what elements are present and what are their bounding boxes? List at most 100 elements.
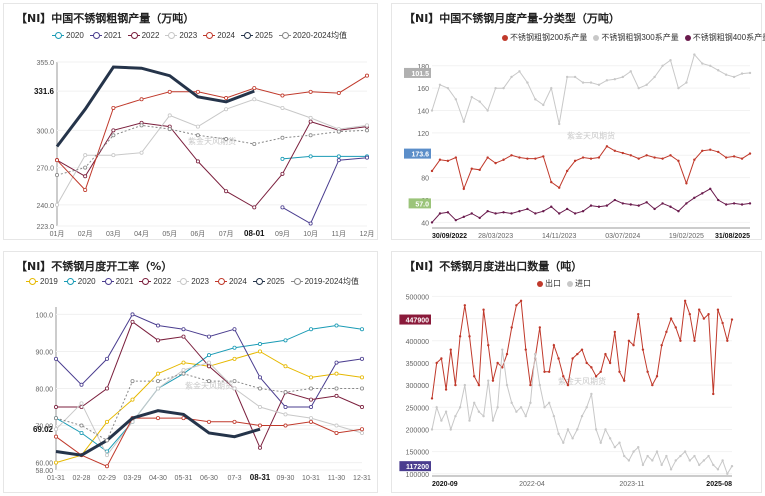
data-point <box>526 207 529 211</box>
watermark: 紫金天风期货 <box>185 381 233 391</box>
legend-item-series[interactable]: 进口 <box>567 278 591 289</box>
data-point <box>336 154 341 159</box>
legend-swatch <box>502 34 508 41</box>
data-point <box>462 120 465 123</box>
data-point <box>538 383 542 387</box>
data-point <box>105 438 110 443</box>
y-tick-label: 180 <box>417 64 429 71</box>
line-chart: 100000 150000 200000 250000 300000 350000 4000… <box>399 294 734 488</box>
data-point <box>280 171 285 176</box>
data-point <box>730 318 734 321</box>
data-point <box>748 152 752 155</box>
data-point <box>688 459 692 462</box>
legend-item-series[interactable]: 出口 <box>537 278 561 289</box>
data-point <box>111 105 116 110</box>
value-tag-label: 447900 <box>406 318 429 325</box>
legend-label: 2020-2024均值 <box>292 31 348 40</box>
data-point <box>181 367 186 372</box>
legend-swatch <box>89 31 102 40</box>
legend-item-2020[interactable]: 2020 <box>52 31 84 40</box>
legend-item-2019[interactable]: 2019 <box>26 277 58 286</box>
legend-item-400[interactable]: 不锈钢粗钢400系产量 <box>684 32 765 43</box>
data-point <box>334 371 339 376</box>
data-point <box>444 410 448 413</box>
highlight-x-label: 08-31 <box>250 473 271 482</box>
data-point <box>597 205 601 208</box>
data-point <box>543 370 546 374</box>
legend-item-2020[interactable]: 2020 <box>63 277 96 286</box>
data-point <box>257 386 262 391</box>
data-point <box>257 423 262 428</box>
data-point <box>716 468 720 471</box>
series-line-series <box>431 349 733 475</box>
legend-swatch <box>290 277 303 286</box>
x-tick-label: 01-31 <box>47 475 65 482</box>
x-tick-label: 09月 <box>275 230 290 238</box>
data-point <box>308 405 313 410</box>
legend-swatch <box>127 31 140 40</box>
legend-item-2025[interactable]: 2025 <box>240 31 273 40</box>
y-tick-label: 90.00 <box>35 349 53 356</box>
panel-output-by-type: 【NI】中国不锈钢月度产量-分类型（万吨） 不锈钢粗钢200系产量 不锈钢粗钢30… <box>391 3 765 240</box>
data-point <box>252 86 257 91</box>
data-point <box>359 386 364 391</box>
data-point <box>651 459 654 462</box>
data-point <box>581 210 585 213</box>
series-line-2023 <box>56 98 368 206</box>
data-point <box>721 459 724 462</box>
panel-import-export: 【NI】不锈钢月度进出口数量（吨） 出口 进口 100000 150000 20000… <box>391 251 762 493</box>
data-point <box>232 379 237 384</box>
data-point <box>252 97 257 102</box>
data-point <box>688 312 692 316</box>
data-point <box>155 371 160 376</box>
data-point <box>359 405 364 410</box>
legend-item-2019-2024[interactable]: 2019-2024均值 <box>290 276 359 287</box>
data-point <box>693 158 696 161</box>
legend-item-2022[interactable]: 2022 <box>139 277 171 286</box>
legend-item-300[interactable]: 不锈钢粗钢300系产量 <box>593 32 679 43</box>
legend-item-2024[interactable]: 2024 <box>203 31 235 40</box>
data-point <box>547 370 551 374</box>
x-tick-label: 03/07/2024 <box>605 233 640 240</box>
y-tick-label: 350000 <box>406 361 429 368</box>
data-point <box>155 386 160 391</box>
y-tick-label: 80 <box>421 176 429 183</box>
legend-label: 2020 <box>77 277 96 286</box>
data-point <box>252 141 257 146</box>
data-point <box>79 423 84 428</box>
data-point <box>487 379 490 382</box>
legend-item-2024[interactable]: 2024 <box>214 277 247 286</box>
data-point <box>364 73 369 78</box>
legend-swatch <box>177 277 190 286</box>
x-tick-label: 03-29 <box>124 475 142 482</box>
legend-item-2023[interactable]: 2023 <box>177 277 209 286</box>
legend-item-2021[interactable]: 2021 <box>89 31 122 40</box>
legend-item-2023[interactable]: 2023 <box>165 31 197 40</box>
data-point <box>629 154 632 157</box>
data-point <box>519 299 523 303</box>
data-point <box>632 450 635 453</box>
data-point <box>308 133 313 138</box>
data-point <box>334 393 339 398</box>
y-tick-label: 140 <box>417 109 429 116</box>
data-point <box>79 430 84 435</box>
data-point <box>454 156 458 159</box>
legend-label: 2021 <box>115 277 134 286</box>
data-point <box>130 379 135 384</box>
data-point <box>613 149 617 153</box>
legend-label: 2023 <box>179 31 198 40</box>
legend-item-2025[interactable]: 2025 <box>252 277 285 286</box>
data-point <box>257 375 262 380</box>
highlight-y-label: 331.6 <box>34 87 55 96</box>
x-tick-label: 28/03/2023 <box>478 233 513 240</box>
data-point <box>308 327 313 332</box>
legend-item-2021[interactable]: 2021 <box>101 277 134 286</box>
legend-item-200[interactable]: 不锈钢粗钢200系产量 <box>502 32 587 43</box>
data-point <box>693 196 696 199</box>
panel-title: 【NI】不锈钢月度进出口数量（吨） <box>404 260 583 273</box>
legend-item-2020-2024[interactable]: 2020-2024均值 <box>278 30 348 41</box>
data-point <box>576 352 579 356</box>
y-tick-label: 300000 <box>406 383 429 390</box>
data-point <box>334 386 339 391</box>
legend-item-2022[interactable]: 2022 <box>127 31 159 40</box>
